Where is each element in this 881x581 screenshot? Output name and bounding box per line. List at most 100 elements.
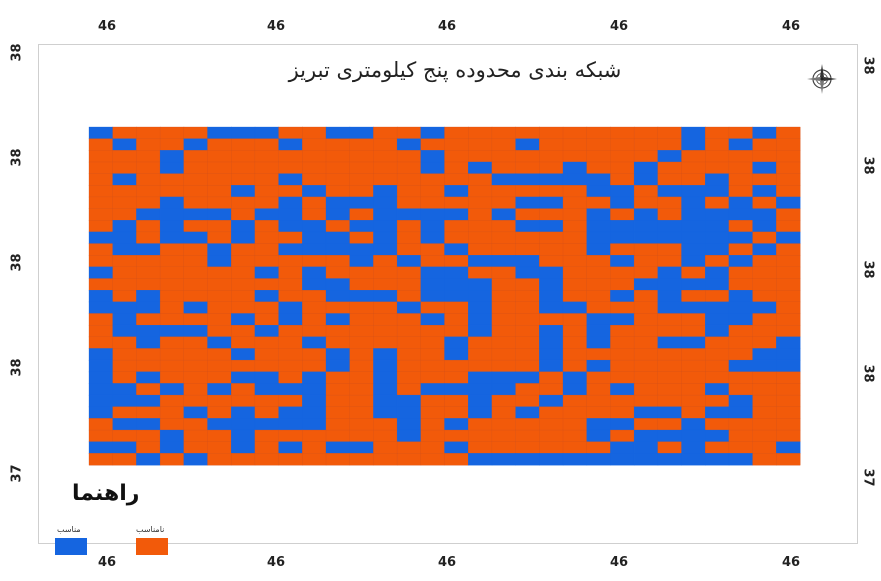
grid-cell-unsuitable — [562, 255, 588, 268]
grid-cell-unsuitable — [136, 348, 161, 361]
grid-cell-suitable — [657, 336, 682, 349]
grid-cell-unsuitable — [302, 208, 327, 221]
grid-cell-unsuitable — [562, 394, 588, 408]
grid-cell-unsuitable — [207, 301, 232, 314]
grid-cell-suitable — [562, 173, 588, 186]
grid-cell-unsuitable — [752, 324, 777, 338]
grid-cell-unsuitable — [231, 243, 256, 256]
grid-cell-suitable — [586, 208, 611, 221]
grid-cell-suitable — [207, 208, 232, 221]
grid-cell-unsuitable — [112, 126, 137, 140]
grid-cell-unsuitable — [752, 138, 777, 151]
grid-cell-suitable — [681, 278, 706, 291]
grid-cell-unsuitable — [183, 255, 208, 268]
grid-cell-unsuitable — [373, 336, 398, 349]
grid-cell-unsuitable — [586, 371, 611, 384]
grid-cell-unsuitable — [705, 196, 730, 210]
grid-cell-suitable — [278, 313, 303, 326]
grid-cell-unsuitable — [254, 255, 280, 268]
grid-cell-unsuitable — [207, 371, 232, 384]
grid-cell-suitable — [349, 441, 374, 454]
grid-cell-unsuitable — [373, 429, 398, 443]
grid-cell-unsuitable — [420, 406, 445, 419]
grid-cell-unsuitable — [231, 208, 256, 221]
grid-cell-unsuitable — [610, 150, 635, 163]
grid-cell-unsuitable — [468, 266, 493, 279]
grid-cell-unsuitable — [657, 359, 682, 373]
grid-cell-suitable — [254, 371, 280, 384]
grid-cell-unsuitable — [681, 359, 706, 373]
grid-cell-unsuitable — [562, 418, 588, 431]
grid-cell-unsuitable — [349, 278, 374, 291]
grid-cell-suitable — [373, 383, 398, 396]
grid-cell-suitable — [728, 138, 754, 151]
grid-cell-suitable — [231, 429, 256, 443]
grid-cell-unsuitable — [586, 406, 611, 419]
grid-cell-suitable — [88, 231, 114, 245]
grid-cell-suitable — [681, 336, 706, 349]
grid-cell-unsuitable — [444, 453, 469, 466]
grid-cell-unsuitable — [302, 196, 327, 210]
grid-cell-unsuitable — [136, 266, 161, 279]
grid-cell-unsuitable — [633, 313, 659, 326]
grid-cell-unsuitable — [278, 348, 303, 361]
grid-cell-unsuitable — [231, 324, 256, 338]
grid-cell-unsuitable — [302, 150, 327, 163]
grid-cell-suitable — [752, 161, 777, 175]
grid-cell-suitable — [705, 208, 730, 221]
grid-cell-unsuitable — [396, 383, 422, 396]
grid-cell-suitable — [231, 231, 256, 245]
grid-cell-suitable — [373, 371, 398, 384]
grid-cell-suitable — [231, 313, 256, 326]
grid-cell-unsuitable — [539, 383, 564, 396]
grid-cell-unsuitable — [491, 418, 517, 431]
grid-cell-unsuitable — [207, 173, 232, 186]
grid-cell-suitable — [136, 290, 161, 303]
grid-cell-unsuitable — [349, 348, 374, 361]
grid-cell-suitable — [349, 126, 374, 140]
grid-cell-unsuitable — [396, 231, 422, 245]
grid-cell-suitable — [302, 220, 327, 233]
grid-cell-suitable — [136, 371, 161, 384]
grid-cell-suitable — [278, 406, 303, 419]
grid-cell-unsuitable — [705, 348, 730, 361]
grid-cell-unsuitable — [112, 208, 137, 221]
grid-cell-unsuitable — [302, 359, 327, 373]
grid-cell-unsuitable — [444, 196, 469, 210]
grid-cell-suitable — [705, 278, 730, 291]
legend-title: راهنما — [72, 481, 140, 506]
grid-cell-unsuitable — [183, 429, 208, 443]
grid-cell-unsuitable — [752, 278, 777, 291]
grid-cell-unsuitable — [610, 429, 635, 443]
grid-cell-unsuitable — [539, 231, 564, 245]
grid-cell-suitable — [325, 196, 351, 210]
grid-cell-unsuitable — [539, 208, 564, 221]
grid-cell-unsuitable — [396, 196, 422, 210]
grid-cell-unsuitable — [396, 243, 422, 256]
grid-cell-unsuitable — [539, 126, 564, 140]
grid-cell-suitable — [136, 324, 161, 338]
grid-cell-suitable — [610, 231, 635, 245]
grid-cell-unsuitable — [325, 394, 351, 408]
grid-cell-unsuitable — [325, 429, 351, 443]
grid-cell-suitable — [610, 441, 635, 454]
grid-cell-unsuitable — [468, 243, 493, 256]
grid-cell-suitable — [88, 301, 114, 314]
grid-cell-unsuitable — [112, 150, 137, 163]
grid-cell-unsuitable — [657, 208, 682, 221]
grid-cell-suitable — [562, 371, 588, 384]
grid-cell-unsuitable — [728, 126, 754, 140]
grid-cell-unsuitable — [159, 243, 185, 256]
grid-cell-suitable — [681, 208, 706, 221]
grid-cell-unsuitable — [728, 243, 754, 256]
grid-cell-suitable — [681, 418, 706, 431]
grid-cell-unsuitable — [302, 301, 327, 314]
grid-cell-suitable — [183, 208, 208, 221]
grid-cell-suitable — [183, 138, 208, 151]
grid-cell-unsuitable — [231, 301, 256, 314]
grid-cell-suitable — [325, 348, 351, 361]
grid-cell-unsuitable — [562, 266, 588, 279]
grid-cell-suitable — [705, 429, 730, 443]
grid-cell-unsuitable — [633, 243, 659, 256]
grid-cell-suitable — [88, 126, 114, 140]
